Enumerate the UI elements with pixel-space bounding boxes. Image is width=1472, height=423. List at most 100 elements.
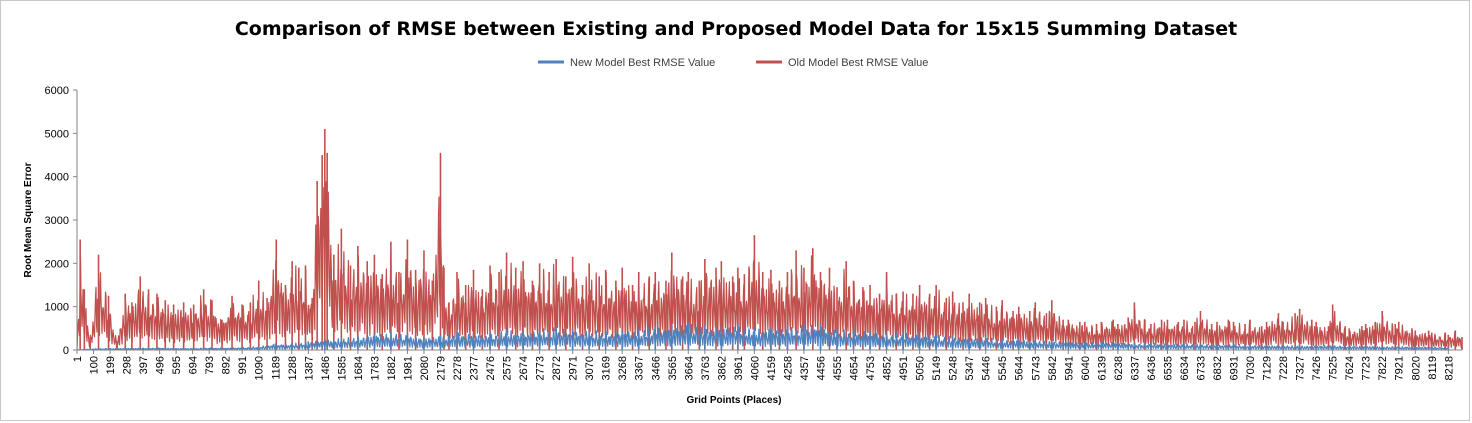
y-tick-label: 3000 — [45, 215, 69, 227]
x-tick-label: 3664 — [683, 356, 695, 380]
x-tick-label: 6139 — [1096, 356, 1108, 380]
x-tick-label: 4753 — [865, 356, 877, 380]
x-tick-label: 7921 — [1394, 356, 1406, 380]
x-tick-label: 397 — [138, 356, 150, 374]
x-tick-label: 7030 — [1245, 356, 1257, 380]
x-tick-label: 4654 — [849, 356, 861, 380]
x-tick-label: 1585 — [336, 356, 348, 380]
y-axis-ticks: 0 1000 2000 3000 4000 5000 6000 — [45, 85, 77, 357]
x-tick-label: 5446 — [981, 356, 993, 380]
x-tick-label: 5050 — [915, 356, 927, 380]
x-tick-label: 1387 — [303, 356, 315, 380]
x-tick-label: 7525 — [1328, 356, 1340, 380]
x-tick-label: 694 — [188, 356, 200, 374]
x-tick-label: 3961 — [733, 356, 745, 380]
x-axis-title: Grid Points (Places) — [686, 395, 781, 406]
x-tick-label: 1684 — [353, 356, 365, 380]
x-tick-label: 6832 — [1212, 356, 1224, 380]
x-tick-label: 5248 — [948, 356, 960, 380]
y-tick-label: 5000 — [45, 128, 69, 140]
x-tick-label: 6337 — [1129, 356, 1141, 380]
x-tick-label: 1486 — [320, 356, 332, 380]
y-axis-title: Root Mean Square Error — [23, 162, 34, 277]
x-axis-ticks: 1 100 199 298 397 496 595 694 793 892 991 1090 1189 1… — [72, 350, 1455, 380]
x-tick-label: 3367 — [634, 356, 646, 380]
x-tick-label: 4159 — [766, 356, 778, 380]
y-tick-label: 0 — [63, 345, 69, 357]
x-tick-label: 3862 — [716, 356, 728, 380]
x-tick-label: 4258 — [782, 356, 794, 380]
x-tick-label: 5347 — [964, 356, 976, 380]
x-tick-label: 7723 — [1361, 356, 1373, 380]
x-tick-label: 1189 — [270, 356, 282, 380]
plot-series — [76, 129, 1463, 351]
x-tick-label: 2080 — [419, 356, 431, 380]
x-tick-label: 2971 — [568, 356, 580, 380]
x-tick-label: 2278 — [452, 356, 464, 380]
x-tick-label: 2575 — [502, 356, 514, 380]
x-tick-label: 8119 — [1427, 356, 1439, 380]
x-tick-label: 6040 — [1080, 356, 1092, 380]
x-tick-label: 892 — [221, 356, 233, 374]
x-tick-label: 2377 — [469, 356, 481, 380]
x-tick-label: 2773 — [535, 356, 547, 380]
x-tick-label: 4852 — [882, 356, 894, 380]
x-tick-label: 3466 — [650, 356, 662, 380]
y-tick-label: 4000 — [45, 172, 69, 184]
x-tick-label: 6535 — [1162, 356, 1174, 380]
x-tick-label: 5644 — [1014, 356, 1026, 380]
x-tick-label: 1783 — [369, 356, 381, 380]
y-tick-label: 2000 — [45, 258, 69, 270]
legend-label-old-model: Old Model Best RMSE Value — [788, 57, 928, 69]
x-tick-label: 2674 — [518, 356, 530, 380]
x-tick-label: 5545 — [997, 356, 1009, 380]
x-tick-label: 2476 — [485, 356, 497, 380]
new-model-line — [76, 323, 1449, 351]
x-tick-label: 7822 — [1377, 356, 1389, 380]
x-tick-label: 100 — [89, 356, 101, 374]
x-tick-label: 5149 — [931, 356, 943, 380]
x-tick-label: 4357 — [799, 356, 811, 380]
x-tick-label: 1288 — [287, 356, 299, 380]
x-tick-label: 5743 — [1030, 356, 1042, 380]
x-tick-label: 298 — [122, 356, 134, 374]
x-tick-label: 2872 — [551, 356, 563, 380]
y-tick-label: 1000 — [45, 302, 69, 314]
x-tick-label: 3169 — [601, 356, 613, 380]
x-tick-label: 6634 — [1179, 356, 1191, 380]
x-tick-label: 2179 — [435, 356, 447, 380]
x-tick-label: 7426 — [1311, 356, 1323, 380]
series-new-model — [76, 321, 1450, 351]
x-tick-label: 5941 — [1063, 356, 1075, 380]
x-tick-label: 8218 — [1443, 356, 1455, 380]
x-tick-label: 8020 — [1410, 356, 1422, 380]
x-tick-label: 3268 — [617, 356, 629, 380]
x-tick-label: 7228 — [1278, 356, 1290, 380]
x-tick-label: 6931 — [1229, 356, 1241, 380]
x-tick-label: 7624 — [1344, 356, 1356, 380]
x-tick-label: 1 — [72, 356, 84, 362]
legend-label-new-model: New Model Best RMSE Value — [570, 57, 715, 69]
old-model-line — [76, 181, 1463, 351]
x-tick-label: 793 — [204, 356, 216, 374]
x-tick-label: 496 — [155, 356, 167, 374]
x-tick-label: 4555 — [832, 356, 844, 380]
x-tick-label: 1882 — [386, 356, 398, 380]
chart-title: Comparison of RMSE between Existing and … — [235, 18, 1237, 40]
x-tick-label: 1981 — [402, 356, 414, 380]
x-tick-label: 7327 — [1295, 356, 1307, 380]
x-tick-label: 199 — [105, 356, 117, 374]
x-tick-label: 6238 — [1113, 356, 1125, 380]
x-tick-label: 991 — [237, 356, 249, 374]
x-tick-label: 595 — [171, 356, 183, 374]
legend: New Model Best RMSE Value Old Model Best… — [538, 57, 928, 69]
x-tick-label: 4951 — [898, 356, 910, 380]
x-tick-label: 6733 — [1195, 356, 1207, 380]
x-tick-label: 7129 — [1262, 356, 1274, 380]
series-old-model — [76, 129, 1463, 351]
x-tick-label: 5842 — [1047, 356, 1059, 380]
x-tick-label: 4060 — [749, 356, 761, 380]
x-tick-label: 3763 — [700, 356, 712, 380]
